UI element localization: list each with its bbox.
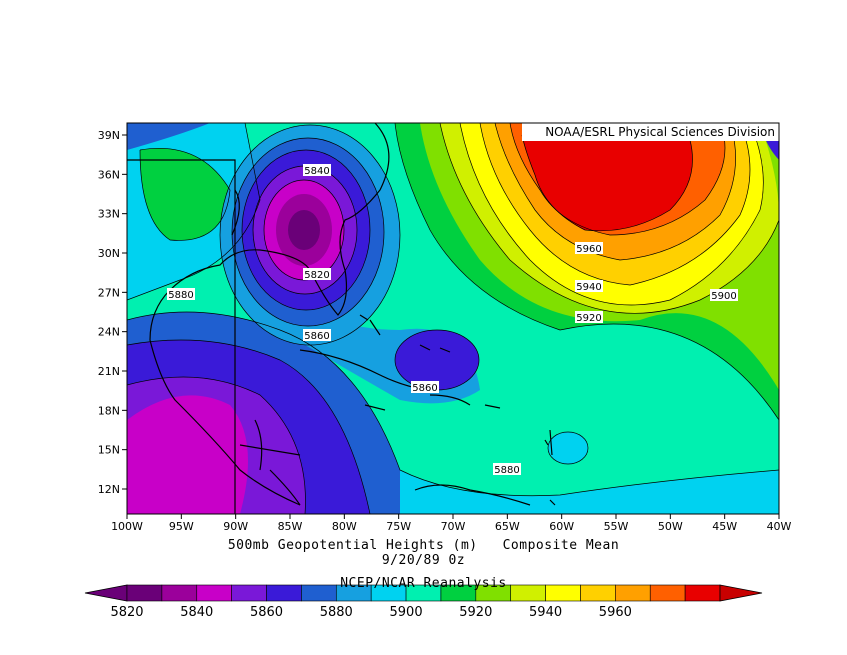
x-tick-label: 55W [604,520,629,533]
x-tick-label: 90W [223,520,248,533]
credit-box [522,123,779,141]
contour-label-text: 5900 [711,291,736,302]
y-tick-label: 36N [98,168,120,181]
contour-label-text: 5880 [168,290,193,301]
contour-label: 5940 [575,280,603,293]
contour-label: 5860 [411,381,439,394]
contour-label: 5920 [575,311,603,324]
contour-label: 5820 [303,268,331,281]
colorbar-label: 5840 [180,605,213,620]
credit-text: NOAA/ESRL Physical Sciences Division [545,125,775,139]
x-tick-label: 95W [169,520,194,533]
data-source: NCEP/NCAR Reanalysis [340,576,507,591]
contour-label: 5960 [575,242,603,255]
x-tick-label: 50W [658,520,683,533]
y-tick-label: 21N [98,365,120,378]
colorbar-label: 5920 [459,605,492,620]
contour-label-text: 5860 [412,383,437,394]
contour-label: 5860 [303,329,331,342]
colorbar-label: 5900 [390,605,423,620]
contour-label-text: 5880 [494,465,519,476]
y-tick-label: 12N [98,483,120,496]
y-axis: 39N 36N 33N 30N 27N 24N 21N 18N 15N 12N [98,129,127,496]
x-tick-label: 100W [111,520,143,533]
colorbar-label: 5880 [320,605,353,620]
contour-label-text: 5840 [304,166,329,177]
y-tick-label: 33N [98,208,120,221]
x-tick-label: 60W [549,520,574,533]
contour-label-layer: 5840 5820 5880 5860 5860 5880 5960 5940 … [167,164,738,476]
plot-title: 500mb Geopotential Heights (m) Composite… [227,538,620,553]
coastlines [127,123,556,514]
contour-label: 5840 [303,164,331,177]
x-axis: 100W 95W 90W 85W 80W 75W 70W 65W 60W 55W 50W 45W 40W [111,514,792,533]
y-tick-label: 27N [98,286,120,299]
contour-label-text: 5940 [576,282,601,293]
x-tick-label: 65W [495,520,520,533]
x-tick-label: 70W [441,520,466,533]
contour-label: 5880 [493,463,521,476]
contour-label-text: 5920 [576,313,601,324]
contour-label-text: 5960 [576,244,601,255]
x-tick-label: 85W [278,520,303,533]
x-tick-label: 80W [332,520,357,533]
colorbar-label: 5940 [529,605,562,620]
contour-label: 5900 [710,289,738,302]
contour-label-text: 5860 [304,331,329,342]
contour-label-text: 5820 [304,270,329,281]
y-tick-label: 39N [98,129,120,142]
x-tick-label: 45W [712,520,737,533]
filled-contours [127,123,779,514]
contour-label: 5880 [167,288,195,301]
y-tick-label: 15N [98,444,120,457]
colorbar: 5820 5840 5860 5880 5900 5920 5940 5960 [84,584,763,620]
x-tick-label: 40W [767,520,792,533]
y-tick-label: 18N [98,404,120,417]
colorbar-label: 5860 [250,605,283,620]
y-tick-label: 30N [98,247,120,260]
y-tick-label: 24N [98,326,120,339]
colorbar-label: 5960 [599,605,632,620]
plot-date: 9/20/89 0z [381,553,466,568]
x-tick-label: 75W [386,520,411,533]
colorbar-right-arrow [719,584,763,602]
colorbar-label: 5820 [110,605,143,620]
